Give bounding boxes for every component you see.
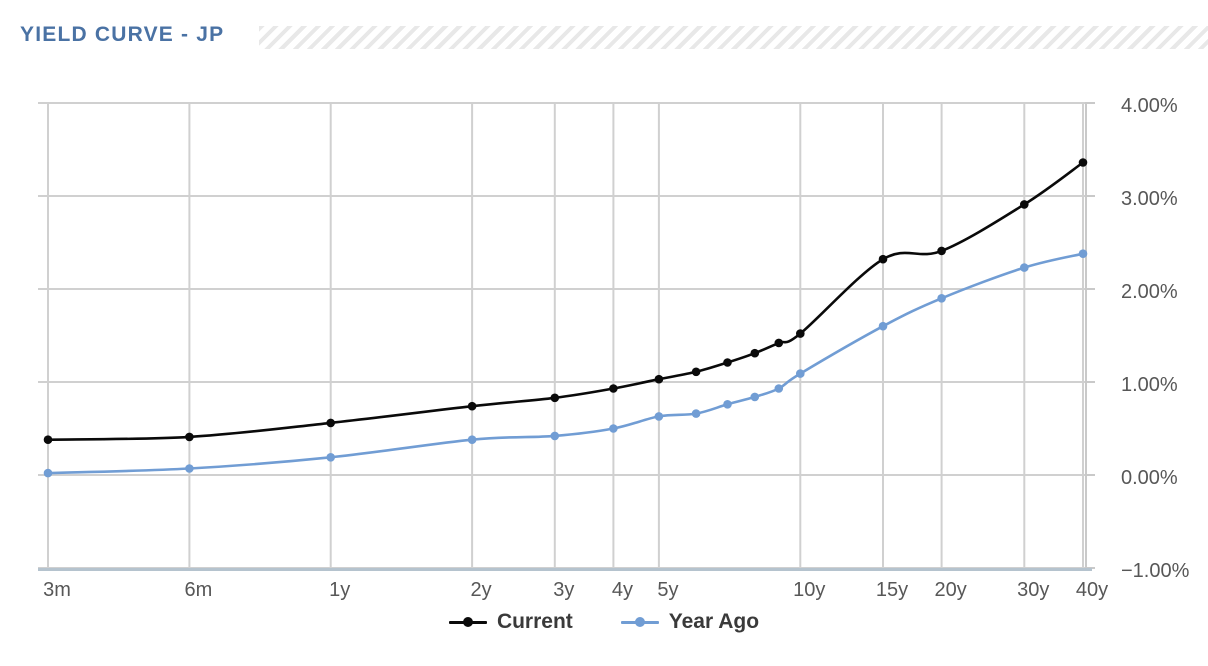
current-point — [326, 418, 336, 428]
x-tick-label: 3m — [43, 579, 71, 601]
current-point — [43, 435, 53, 445]
current-point — [878, 254, 888, 264]
y-tick-label: −1.00% — [1121, 560, 1190, 582]
y-axis-labels: 4.00% 3.00% 2.00% 1.00% 0.00% −1.00% — [1121, 95, 1190, 582]
year-ago-point — [654, 412, 664, 421]
series-year-ago — [43, 249, 1088, 478]
x-tick-label: 4y — [612, 579, 633, 601]
current-point — [774, 338, 784, 348]
year-ago-point — [467, 435, 477, 445]
x-tick-label: 2y — [471, 579, 492, 601]
current-point — [796, 329, 805, 338]
legend-item-year-ago: Year Ago — [620, 610, 760, 634]
current-point — [723, 358, 732, 367]
current-line — [46, 161, 1085, 441]
horizontal-gridlines — [38, 102, 1095, 569]
x-tick-label: 30y — [1017, 579, 1049, 601]
year-ago-point — [326, 453, 336, 462]
page-title: YIELD CURVE - JP — [20, 23, 225, 46]
legend-label-year-ago: Year Ago — [668, 610, 760, 633]
x-tick-label: 3y — [553, 579, 574, 601]
year-ago-point — [878, 321, 888, 331]
year-ago-point — [609, 424, 618, 433]
y-tick-label: 2.00% — [1121, 281, 1178, 303]
year-ago-dot-swatch — [634, 617, 645, 627]
chart-legend: Current Year Ago — [0, 603, 1208, 641]
year-ago-point — [1078, 249, 1088, 258]
current-dot-swatch — [462, 617, 473, 627]
year-ago-point — [750, 392, 760, 402]
year-ago-point — [937, 294, 946, 303]
current-point — [937, 246, 946, 256]
current-point — [654, 374, 664, 384]
year-ago-line — [46, 252, 1085, 475]
current-point — [609, 384, 618, 393]
legend-item-current: Current — [448, 610, 573, 634]
year-ago-point — [1020, 263, 1029, 272]
legend-label-current: Current — [496, 610, 573, 633]
y-tick-label: 3.00% — [1121, 188, 1178, 210]
x-tick-label: 1y — [329, 579, 350, 601]
current-point — [691, 367, 701, 377]
year-ago-point — [185, 464, 194, 473]
year-ago-point — [550, 431, 560, 441]
y-tick-label: 4.00% — [1121, 95, 1178, 117]
x-axis-labels: 3m 6m 1y 2y 3y 4y 5y 10y 15y 20y 30y 40y — [43, 579, 1108, 601]
year-ago-point — [796, 369, 805, 378]
current-series-marker-icon — [448, 616, 487, 628]
current-point — [467, 401, 477, 411]
x-tick-label: 40y — [1076, 579, 1108, 601]
year-ago-point — [43, 468, 53, 478]
x-tick-label: 5y — [657, 579, 678, 601]
year-ago-series-marker-icon — [620, 616, 659, 628]
series-current — [43, 158, 1088, 445]
y-tick-label: 0.00% — [1121, 467, 1178, 489]
year-ago-point — [691, 409, 701, 418]
year-ago-point — [774, 384, 784, 393]
current-point — [1078, 158, 1088, 167]
x-tick-label: 20y — [934, 579, 966, 601]
current-point — [550, 393, 560, 403]
current-point — [750, 348, 760, 358]
year-ago-point — [723, 400, 732, 409]
x-tick-label: 15y — [876, 579, 908, 601]
title-stripe-decoration — [259, 26, 1208, 49]
x-tick-label: 10y — [793, 579, 825, 601]
current-point — [185, 432, 194, 442]
y-tick-label: 1.00% — [1121, 374, 1178, 396]
current-point — [1020, 200, 1029, 209]
vertical-gridlines — [47, 102, 1084, 569]
x-tick-label: 6m — [185, 579, 213, 601]
